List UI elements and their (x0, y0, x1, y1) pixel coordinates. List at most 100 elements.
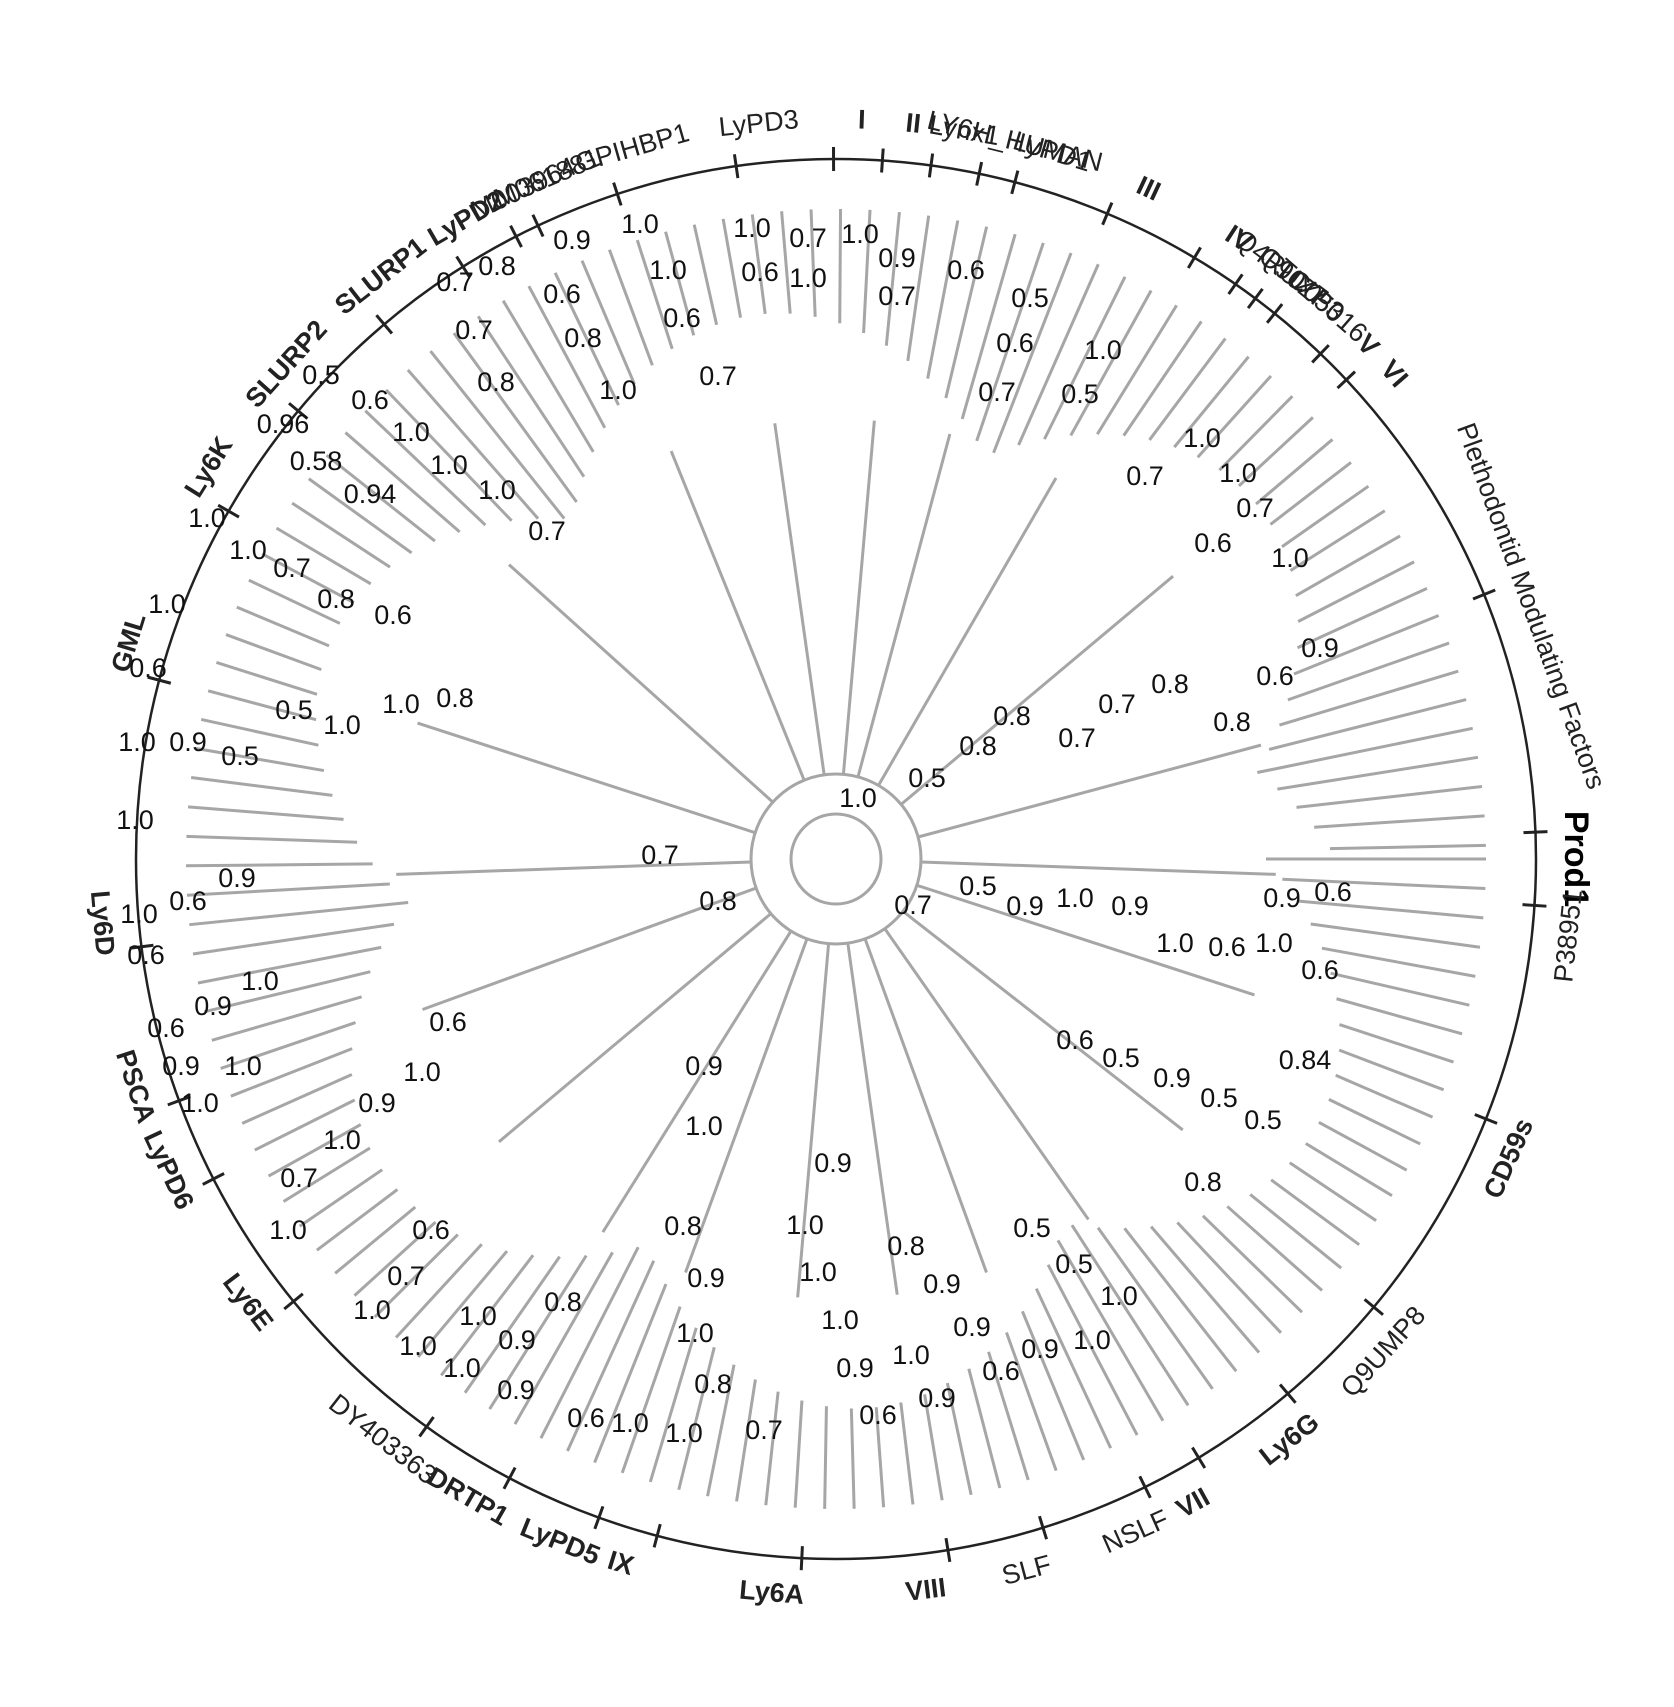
support-value: 1.0 (786, 1210, 824, 1240)
clade-label: Ly6D (85, 889, 121, 956)
clade-label: VI (1375, 354, 1414, 393)
support-value: 0.5 (1055, 1249, 1093, 1279)
leaf-branch (225, 633, 322, 672)
leaf-branch (1270, 1178, 1361, 1246)
clade-label: P38951 (1548, 888, 1588, 984)
support-value: 0.9 (953, 1312, 991, 1342)
leaf-branch (1310, 922, 1481, 949)
support-value: 1.0 (148, 589, 186, 619)
support-value: 0.9 (358, 1088, 396, 1118)
support-value: 1.0 (323, 1125, 361, 1155)
clade-label: LyPD6 (138, 1126, 200, 1214)
clade-tick (1472, 588, 1496, 601)
support-value: 1.0 (382, 689, 420, 719)
clade-tick (167, 1095, 191, 1107)
support-value: 0.9 (498, 1325, 536, 1355)
clade-label: Plethodontid Modulating Factors (1451, 419, 1612, 793)
clade-tick (147, 675, 172, 685)
leaf-branch (476, 315, 586, 478)
clade-tick (217, 503, 240, 519)
leaf-branch (353, 1221, 437, 1297)
main-branch (883, 927, 1090, 1221)
leaf-branch (186, 882, 390, 897)
leaf-branch (1043, 276, 1127, 440)
clade-label: II (904, 107, 922, 138)
clade-tick (880, 148, 885, 173)
clade-tick (1101, 202, 1114, 226)
leaf-branch (463, 1255, 561, 1394)
leaf-branch (1255, 438, 1334, 506)
leaf-branch (1335, 1073, 1434, 1119)
leaf-branch (664, 231, 696, 336)
main-branch (422, 886, 757, 1011)
leaf-branch (1338, 1048, 1445, 1092)
leaf-branch (1056, 1239, 1165, 1422)
main-branch (417, 721, 756, 835)
support-value: 0.8 (1213, 707, 1251, 737)
clade-label: LyPD5 (516, 1512, 604, 1571)
bootstrap-support-values: 0.70.81.00.50.80.80.70.70.80.80.60.90.60… (116, 209, 1352, 1448)
clade-tick (531, 214, 545, 238)
clade-tick (1227, 273, 1244, 295)
support-value: 1.0 (120, 899, 158, 929)
leaf-branch (823, 1406, 828, 1509)
support-value: 1.0 (839, 783, 877, 813)
leaf-branch (248, 578, 341, 625)
support-value: 1.0 (649, 255, 687, 285)
leaf-branch (1338, 1023, 1454, 1064)
leaf-branch (1269, 461, 1352, 526)
leaf-branch (1288, 1161, 1377, 1222)
support-value: 0.6 (127, 940, 165, 970)
support-value: 0.6 (543, 279, 581, 309)
main-branch (601, 930, 793, 1233)
leaf-branch (325, 454, 436, 543)
leaf-branch (677, 1346, 716, 1491)
clade-tick (375, 314, 394, 335)
support-value: 0.6 (429, 1007, 467, 1037)
clade-label: TC05016 (1270, 253, 1374, 349)
main-branch (920, 860, 1276, 876)
support-value: 0.7 (878, 281, 916, 311)
support-value: 0.9 (814, 1148, 852, 1178)
clade-label: SLF (999, 1549, 1055, 1591)
support-value: 0.7 (387, 1261, 425, 1291)
support-value: 0.7 (978, 377, 1016, 407)
support-value: 0.6 (412, 1215, 450, 1245)
leaf-branch (1289, 509, 1386, 572)
support-value: 0.9 (687, 1263, 725, 1293)
leaf-branch (207, 689, 317, 722)
leaf-branch (215, 661, 318, 696)
leaf-branch (906, 215, 931, 362)
main-branch (877, 477, 1058, 787)
support-value: 0.9 (194, 991, 232, 1021)
support-value: 0.7 (273, 553, 311, 583)
leaf-branch (282, 1146, 371, 1203)
leaf-branch (452, 332, 578, 503)
leaf-branch (1201, 1214, 1304, 1314)
clade-tick (1311, 344, 1330, 364)
support-value: 1.0 (188, 503, 226, 533)
support-value: 0.6 (147, 1013, 185, 1043)
support-value: 0.8 (478, 251, 516, 281)
leaf-branch (539, 1246, 640, 1439)
support-value: 0.5 (275, 695, 313, 725)
leaf-branch (440, 1254, 535, 1377)
support-value: 0.6 (1056, 1025, 1094, 1055)
clade-tick (288, 402, 309, 420)
clade-label: IX (604, 1545, 637, 1581)
leaf-branch (192, 922, 395, 956)
support-value: 0.5 (302, 360, 340, 390)
leaf-branch (987, 1351, 1030, 1481)
leaf-branch (1046, 1264, 1139, 1436)
clade-tick (593, 1505, 605, 1530)
clade-label: Ly6G (1254, 1407, 1325, 1472)
support-value: 0.7 (745, 1415, 783, 1445)
clade-tick (1522, 903, 1547, 908)
support-value: 0.5 (1102, 1043, 1140, 1073)
support-value: 0.7 (280, 1163, 318, 1193)
leaf-branch (315, 1188, 399, 1252)
clade-tick (975, 161, 984, 186)
support-value: 0.9 (497, 1375, 535, 1405)
support-value: 0.6 (741, 257, 779, 287)
clade-tick (652, 1523, 662, 1548)
